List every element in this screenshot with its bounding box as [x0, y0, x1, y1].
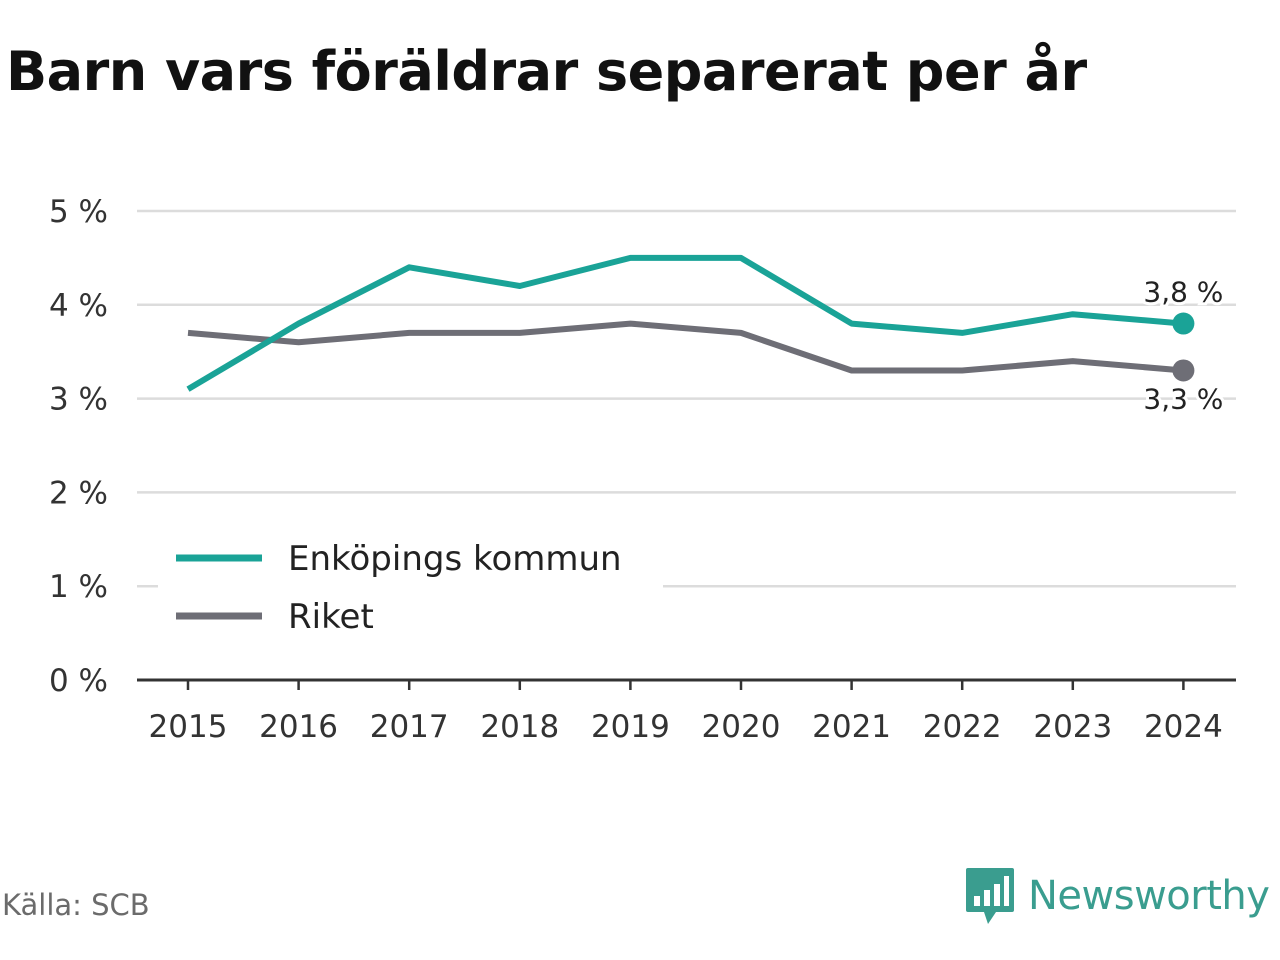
brand-name: Newsworthy: [1028, 873, 1270, 919]
end-value-label: 3,3 %: [1143, 382, 1223, 415]
x-tick-label: 2023: [1033, 709, 1112, 745]
end-labels: 3,3 % 3,8 %: [1140, 273, 1226, 419]
bar-chart-speech-bubble-icon: [966, 868, 1014, 924]
line-chart: 0 %1 %2 %3 %4 %5 % 2015 2016 2017 2018 2019 2…: [49, 194, 1236, 745]
x-axis: 2015 2016 2017 2018 2019 2020 2021 2022 2023 2024: [137, 678, 1236, 745]
y-tick-label: 1 %: [49, 569, 108, 605]
x-tick-label: 2016: [259, 709, 338, 745]
legend-label: Enköpings kommun: [288, 539, 622, 579]
x-tick-label: 2021: [812, 709, 891, 745]
x-tick-label: 2024: [1144, 709, 1223, 745]
y-tick-label: 5 %: [49, 194, 108, 230]
x-tick-label: 2022: [923, 709, 1002, 745]
y-tick-label: 4 %: [49, 288, 108, 324]
y-tick-label: 0 %: [49, 663, 108, 699]
end-point-marker: [1172, 312, 1195, 335]
series-line: [186, 254, 1184, 392]
legend-label: Riket: [288, 597, 374, 637]
series-lines: [186, 254, 1195, 392]
chart-title: Barn vars föräldrar separerat per år: [6, 40, 1087, 103]
x-tick-label: 2020: [702, 709, 781, 745]
end-point-marker: [1172, 359, 1195, 382]
x-tick-label: 2017: [370, 709, 449, 745]
y-axis-ticks: 0 % 1 % 2 % 3 % 4 % 5 %: [49, 194, 108, 699]
legend: Enköpings kommun Riket: [158, 530, 663, 645]
end-value-label: 3,8 %: [1143, 276, 1223, 309]
brand-logo: Newsworthy: [964, 866, 1270, 926]
series-line: [187, 320, 1184, 374]
y-tick-label: 2 %: [49, 475, 108, 511]
x-tick-label: 2018: [480, 709, 559, 745]
x-tick-label: 2015: [149, 709, 228, 745]
legend-background: [158, 530, 663, 645]
source-note: Källa: SCB: [2, 888, 150, 922]
x-tick-label: 2019: [591, 709, 670, 745]
grid-lines: [137, 209, 1236, 588]
y-tick-label: 3 %: [49, 382, 108, 418]
